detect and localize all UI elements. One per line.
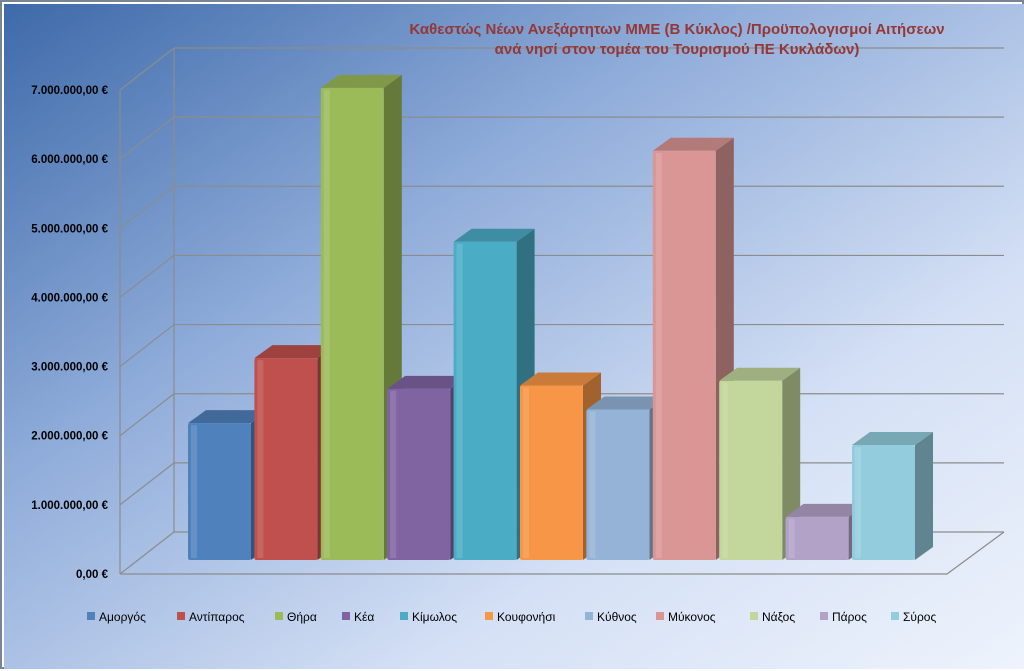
legend-swatch xyxy=(342,612,350,620)
legend-swatch xyxy=(656,612,664,620)
legend-item: Θήρα xyxy=(275,610,317,624)
gridline-depth xyxy=(119,47,175,91)
bar-highlight xyxy=(390,390,397,558)
legend-swatch xyxy=(400,612,408,620)
gridline-depth xyxy=(119,116,175,160)
bar-top xyxy=(586,396,668,410)
legend-label: Νάξος xyxy=(762,610,795,624)
bar-highlight xyxy=(655,152,662,558)
bar-highlight xyxy=(589,411,596,558)
legend-label: Μύκονος xyxy=(668,610,716,624)
gridline-depth xyxy=(119,324,175,368)
bar-top xyxy=(188,410,269,424)
bar-front xyxy=(387,388,451,560)
y-tick-label: 2.000.000,00 € xyxy=(31,431,108,443)
legend: Αμοργός Αντίπαρος Θήρα Κέα Κίμωλος Κουφονήσι Κ… xyxy=(87,610,936,624)
bar-highlight xyxy=(456,243,463,559)
chart-subtitle: ανά νησί στον τομέα του Τουρισμού ΠΕ Κυκ… xyxy=(495,41,860,58)
chart-title: Καθεστώς Νέων Ανεξάρτητων ΜΜΕ (Β Κύκλος)… xyxy=(409,21,944,38)
y-tick-label: 3.000.000,00 € xyxy=(31,362,108,374)
legend-swatch xyxy=(87,612,95,620)
bar-highlight xyxy=(722,382,729,558)
bar-top xyxy=(652,137,734,151)
y-tick-label: 5.000.000,00 € xyxy=(31,223,108,235)
legend-item: Κίμωλος xyxy=(400,610,457,624)
legend-label: Θήρα xyxy=(287,610,317,624)
bar-front xyxy=(520,385,583,560)
bar-front xyxy=(852,445,915,560)
bar-highlight xyxy=(191,425,197,558)
y-tick-label: 6.000.000,00 € xyxy=(31,154,108,166)
gridline-depth xyxy=(119,393,175,437)
bar-top xyxy=(785,503,867,517)
bar-Σύρος xyxy=(852,432,933,560)
bar-side xyxy=(915,432,933,560)
bar-highlight xyxy=(523,387,529,558)
legend-label: Αμοργός xyxy=(99,610,146,624)
y-tick-label: 7.000.000,00 € xyxy=(31,85,108,97)
legend-item: Κουφονήσι xyxy=(485,610,556,624)
gridline-depth xyxy=(119,254,175,298)
bar-highlight xyxy=(323,89,330,558)
legend-item: Σύρος xyxy=(891,610,936,624)
legend-label: Κύθνος xyxy=(597,610,637,624)
legend-item: Κέα xyxy=(342,610,374,624)
legend-swatch xyxy=(485,612,493,620)
bars xyxy=(188,74,933,561)
gridline-depth xyxy=(119,185,175,229)
legend-item: Κύθνος xyxy=(585,610,637,624)
legend-swatch xyxy=(750,612,758,620)
bar-highlight xyxy=(257,360,264,558)
bar-Θήρα xyxy=(320,74,402,560)
legend-label: Κίμωλος xyxy=(412,610,457,624)
gridline-depth xyxy=(119,531,175,575)
legend-swatch xyxy=(585,612,593,620)
bar-top xyxy=(453,228,535,242)
legend-item: Νάξος xyxy=(750,610,795,624)
bar-top xyxy=(520,372,601,386)
legend-label: Αντίπαρος xyxy=(189,610,245,624)
legend-label: Σύρος xyxy=(903,610,936,624)
bar-front xyxy=(652,150,716,560)
bar-top xyxy=(254,345,336,359)
y-tick-label: 1.000.000,00 € xyxy=(31,500,108,512)
bar-highlight xyxy=(855,447,861,558)
y-axis-ticks: 0,00 € 1.000.000,00 € 2.000.000,00 € 3.000.… xyxy=(31,85,108,581)
legend-item: Αντίπαρος xyxy=(177,610,245,624)
bar-front xyxy=(453,241,517,561)
gridline-depth xyxy=(119,462,175,506)
legend-item: Μύκονος xyxy=(656,610,716,624)
bar-front xyxy=(586,409,650,560)
bar-top xyxy=(852,432,933,446)
y-tick-label: 4.000.000,00 € xyxy=(31,292,108,304)
bar-highlight xyxy=(788,518,795,558)
bar-top xyxy=(387,375,469,389)
legend-swatch xyxy=(891,612,899,620)
bar-front xyxy=(254,358,318,560)
legend-label: Κουφονήσι xyxy=(497,610,556,624)
bar-top xyxy=(719,367,801,381)
legend-swatch xyxy=(275,612,283,620)
bar-front xyxy=(188,423,251,560)
legend-swatch xyxy=(820,612,828,620)
legend-label: Πάρος xyxy=(832,610,867,624)
legend-label: Κέα xyxy=(354,610,374,624)
legend-swatch xyxy=(177,612,185,620)
bar-front xyxy=(785,516,849,560)
legend-item: Πάρος xyxy=(820,610,867,624)
y-tick-label: 0,00 € xyxy=(76,569,109,581)
legend-item: Αμοργός xyxy=(87,610,146,624)
bar-top xyxy=(320,74,402,88)
bar-front xyxy=(320,87,384,560)
bar-front xyxy=(719,380,783,560)
floor-edge xyxy=(120,531,1005,575)
